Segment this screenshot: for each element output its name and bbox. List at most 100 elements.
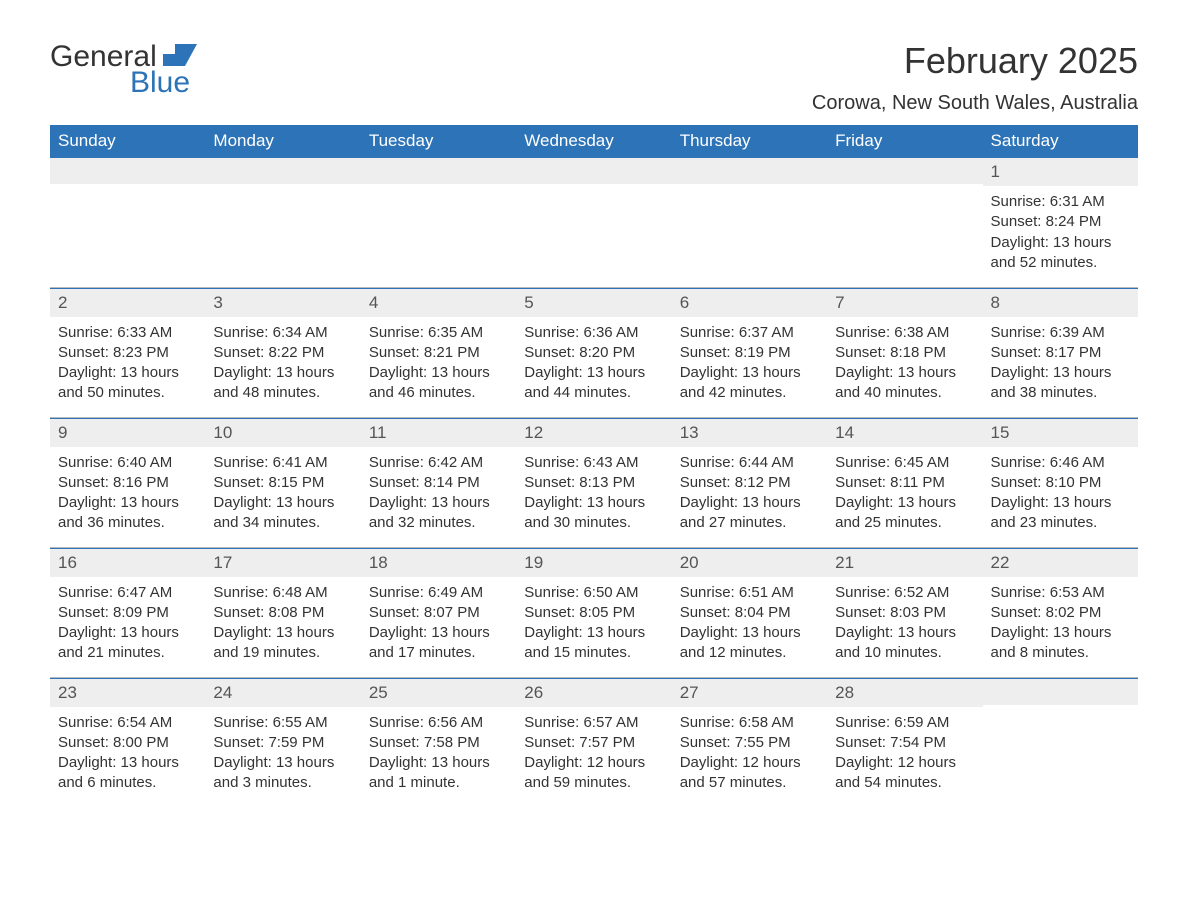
day-number: 12: [516, 418, 671, 447]
daylight-text: Daylight: 13 hours and 21 minutes.: [58, 623, 197, 664]
day-body: Sunrise: 6:37 AMSunset: 8:19 PMDaylight:…: [672, 317, 827, 414]
sunset-text: Sunset: 8:07 PM: [369, 603, 508, 623]
day-number: 8: [983, 288, 1138, 317]
calendar-cell: [672, 157, 827, 287]
calendar-cell: 13Sunrise: 6:44 AMSunset: 8:12 PMDayligh…: [672, 417, 827, 547]
calendar-cell: [50, 157, 205, 287]
sunset-text: Sunset: 8:21 PM: [369, 343, 508, 363]
day-body: Sunrise: 6:59 AMSunset: 7:54 PMDaylight:…: [827, 707, 982, 804]
sunrise-text: Sunrise: 6:55 AM: [213, 713, 352, 733]
sunrise-text: Sunrise: 6:49 AM: [369, 583, 508, 603]
calendar-week-row: 23Sunrise: 6:54 AMSunset: 8:00 PMDayligh…: [50, 677, 1138, 807]
sunset-text: Sunset: 8:17 PM: [991, 343, 1130, 363]
day-body: Sunrise: 6:56 AMSunset: 7:58 PMDaylight:…: [361, 707, 516, 804]
daylight-text: Daylight: 13 hours and 50 minutes.: [58, 363, 197, 404]
calendar-cell: 10Sunrise: 6:41 AMSunset: 8:15 PMDayligh…: [205, 417, 360, 547]
sunset-text: Sunset: 8:11 PM: [835, 473, 974, 493]
header: General Blue February 2025 Corowa, New S…: [50, 40, 1138, 115]
sunrise-text: Sunrise: 6:47 AM: [58, 583, 197, 603]
calendar-cell: 8Sunrise: 6:39 AMSunset: 8:17 PMDaylight…: [983, 287, 1138, 417]
daylight-text: Daylight: 13 hours and 15 minutes.: [524, 623, 663, 664]
day-body: Sunrise: 6:33 AMSunset: 8:23 PMDaylight:…: [50, 317, 205, 414]
weekday-header: Friday: [827, 125, 982, 157]
location-subtitle: Corowa, New South Wales, Australia: [812, 92, 1138, 115]
sunrise-text: Sunrise: 6:42 AM: [369, 453, 508, 473]
sunset-text: Sunset: 8:19 PM: [680, 343, 819, 363]
weekday-header-row: SundayMondayTuesdayWednesdayThursdayFrid…: [50, 125, 1138, 157]
calendar-cell: 27Sunrise: 6:58 AMSunset: 7:55 PMDayligh…: [672, 677, 827, 807]
sunrise-text: Sunrise: 6:45 AM: [835, 453, 974, 473]
weekday-header: Saturday: [983, 125, 1138, 157]
day-body: Sunrise: 6:41 AMSunset: 8:15 PMDaylight:…: [205, 447, 360, 544]
empty-day-strip: [361, 157, 516, 184]
day-body: Sunrise: 6:35 AMSunset: 8:21 PMDaylight:…: [361, 317, 516, 414]
sunrise-text: Sunrise: 6:59 AM: [835, 713, 974, 733]
day-number: 21: [827, 548, 982, 577]
sunrise-text: Sunrise: 6:35 AM: [369, 323, 508, 343]
day-number: 10: [205, 418, 360, 447]
calendar-cell: 20Sunrise: 6:51 AMSunset: 8:04 PMDayligh…: [672, 547, 827, 677]
calendar-cell: 2Sunrise: 6:33 AMSunset: 8:23 PMDaylight…: [50, 287, 205, 417]
weekday-header: Sunday: [50, 125, 205, 157]
day-number: 28: [827, 678, 982, 707]
daylight-text: Daylight: 13 hours and 32 minutes.: [369, 493, 508, 534]
sunset-text: Sunset: 7:57 PM: [524, 733, 663, 753]
day-number: 24: [205, 678, 360, 707]
calendar-cell: 21Sunrise: 6:52 AMSunset: 8:03 PMDayligh…: [827, 547, 982, 677]
day-number: 3: [205, 288, 360, 317]
daylight-text: Daylight: 13 hours and 46 minutes.: [369, 363, 508, 404]
calendar-table: SundayMondayTuesdayWednesdayThursdayFrid…: [50, 125, 1138, 807]
daylight-text: Daylight: 13 hours and 10 minutes.: [835, 623, 974, 664]
day-number: 19: [516, 548, 671, 577]
day-number: 2: [50, 288, 205, 317]
sunrise-text: Sunrise: 6:31 AM: [991, 192, 1130, 212]
day-body: Sunrise: 6:44 AMSunset: 8:12 PMDaylight:…: [672, 447, 827, 544]
day-body: Sunrise: 6:47 AMSunset: 8:09 PMDaylight:…: [50, 577, 205, 674]
calendar-cell: 1Sunrise: 6:31 AMSunset: 8:24 PMDaylight…: [983, 157, 1138, 287]
sunrise-text: Sunrise: 6:48 AM: [213, 583, 352, 603]
sunrise-text: Sunrise: 6:37 AM: [680, 323, 819, 343]
day-number: 1: [983, 157, 1138, 186]
day-body: Sunrise: 6:34 AMSunset: 8:22 PMDaylight:…: [205, 317, 360, 414]
daylight-text: Daylight: 13 hours and 30 minutes.: [524, 493, 663, 534]
day-number: 11: [361, 418, 516, 447]
day-body: Sunrise: 6:46 AMSunset: 8:10 PMDaylight:…: [983, 447, 1138, 544]
day-number: 5: [516, 288, 671, 317]
sunset-text: Sunset: 8:05 PM: [524, 603, 663, 623]
sunset-text: Sunset: 7:58 PM: [369, 733, 508, 753]
sunrise-text: Sunrise: 6:46 AM: [991, 453, 1130, 473]
calendar-cell: 7Sunrise: 6:38 AMSunset: 8:18 PMDaylight…: [827, 287, 982, 417]
day-number: 9: [50, 418, 205, 447]
daylight-text: Daylight: 12 hours and 59 minutes.: [524, 753, 663, 794]
day-body: Sunrise: 6:51 AMSunset: 8:04 PMDaylight:…: [672, 577, 827, 674]
sunrise-text: Sunrise: 6:57 AM: [524, 713, 663, 733]
calendar-cell: 6Sunrise: 6:37 AMSunset: 8:19 PMDaylight…: [672, 287, 827, 417]
calendar-cell: [983, 677, 1138, 807]
day-number: 4: [361, 288, 516, 317]
calendar-cell: [205, 157, 360, 287]
sunrise-text: Sunrise: 6:56 AM: [369, 713, 508, 733]
daylight-text: Daylight: 13 hours and 17 minutes.: [369, 623, 508, 664]
empty-day-strip: [205, 157, 360, 184]
calendar-cell: 23Sunrise: 6:54 AMSunset: 8:00 PMDayligh…: [50, 677, 205, 807]
day-number: 23: [50, 678, 205, 707]
day-body: Sunrise: 6:49 AMSunset: 8:07 PMDaylight:…: [361, 577, 516, 674]
day-number: 27: [672, 678, 827, 707]
day-number: 6: [672, 288, 827, 317]
logo: General Blue: [50, 40, 197, 100]
day-number: 25: [361, 678, 516, 707]
sunrise-text: Sunrise: 6:54 AM: [58, 713, 197, 733]
sunrise-text: Sunrise: 6:52 AM: [835, 583, 974, 603]
day-body: Sunrise: 6:42 AMSunset: 8:14 PMDaylight:…: [361, 447, 516, 544]
weekday-header: Tuesday: [361, 125, 516, 157]
sunset-text: Sunset: 8:08 PM: [213, 603, 352, 623]
sunset-text: Sunset: 7:59 PM: [213, 733, 352, 753]
calendar-cell: 5Sunrise: 6:36 AMSunset: 8:20 PMDaylight…: [516, 287, 671, 417]
calendar-week-row: 2Sunrise: 6:33 AMSunset: 8:23 PMDaylight…: [50, 287, 1138, 417]
day-body: Sunrise: 6:43 AMSunset: 8:13 PMDaylight:…: [516, 447, 671, 544]
calendar-cell: 22Sunrise: 6:53 AMSunset: 8:02 PMDayligh…: [983, 547, 1138, 677]
daylight-text: Daylight: 13 hours and 34 minutes.: [213, 493, 352, 534]
sunset-text: Sunset: 8:13 PM: [524, 473, 663, 493]
sunset-text: Sunset: 8:16 PM: [58, 473, 197, 493]
day-number: 15: [983, 418, 1138, 447]
